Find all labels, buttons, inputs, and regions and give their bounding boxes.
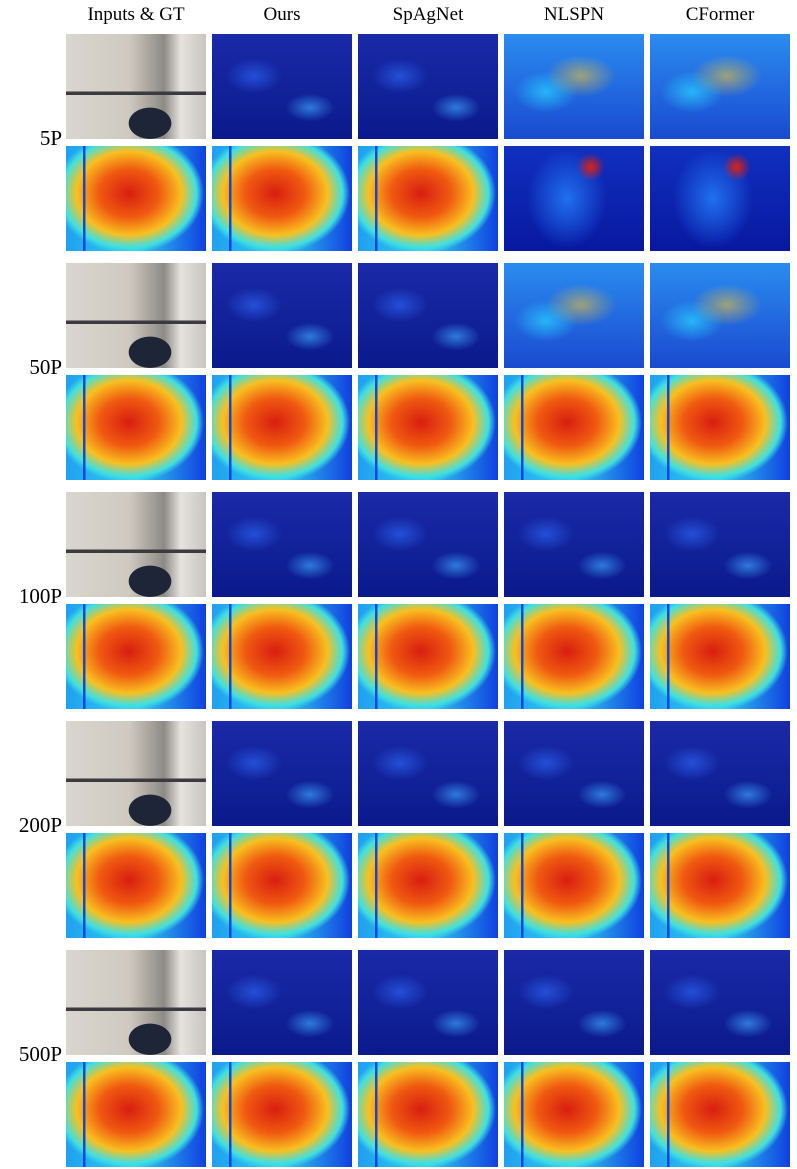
depth-prediction bbox=[212, 1062, 352, 1167]
depth-prediction bbox=[650, 375, 790, 480]
depth-prediction bbox=[212, 375, 352, 480]
ground-truth-depth bbox=[66, 375, 206, 480]
depth-prediction bbox=[650, 833, 790, 938]
input-image bbox=[66, 263, 206, 368]
error-map bbox=[212, 34, 352, 139]
error-map bbox=[504, 492, 644, 597]
error-map bbox=[212, 263, 352, 368]
depth-prediction bbox=[504, 146, 644, 251]
row-label: 500P bbox=[18, 1042, 62, 1066]
error-map bbox=[212, 492, 352, 597]
depth-prediction bbox=[212, 833, 352, 938]
error-map bbox=[358, 721, 498, 826]
depth-prediction bbox=[358, 146, 498, 251]
input-image bbox=[66, 950, 206, 1055]
error-map bbox=[650, 492, 790, 597]
error-map bbox=[504, 950, 644, 1055]
input-image bbox=[66, 492, 206, 597]
depth-prediction bbox=[358, 833, 498, 938]
depth-prediction bbox=[650, 146, 790, 251]
error-map bbox=[504, 263, 644, 368]
ground-truth-depth bbox=[66, 833, 206, 938]
error-map bbox=[650, 721, 790, 826]
column-header: Ours bbox=[263, 4, 301, 25]
error-map bbox=[212, 950, 352, 1055]
depth-prediction bbox=[650, 1062, 790, 1167]
error-map bbox=[358, 950, 498, 1055]
column-header: Inputs & GT bbox=[87, 4, 185, 25]
ground-truth-depth bbox=[66, 1062, 206, 1167]
depth-prediction bbox=[650, 604, 790, 709]
depth-prediction bbox=[504, 375, 644, 480]
depth-prediction bbox=[358, 1062, 498, 1167]
row-label: 50P bbox=[29, 355, 62, 379]
row-label: 200P bbox=[18, 813, 62, 837]
column-header: SpAgNet bbox=[392, 4, 464, 25]
error-map bbox=[650, 34, 790, 139]
error-map bbox=[358, 263, 498, 368]
error-map bbox=[504, 34, 644, 139]
input-image bbox=[66, 34, 206, 139]
row-label: 100P bbox=[18, 584, 62, 608]
error-map bbox=[650, 950, 790, 1055]
depth-prediction bbox=[504, 833, 644, 938]
ground-truth-depth bbox=[66, 146, 206, 251]
input-image bbox=[66, 721, 206, 826]
row-label: 5P bbox=[39, 126, 62, 150]
error-map bbox=[358, 34, 498, 139]
column-header: CFormer bbox=[685, 4, 755, 25]
error-map bbox=[650, 263, 790, 368]
error-map bbox=[504, 721, 644, 826]
error-map bbox=[212, 721, 352, 826]
depth-prediction bbox=[212, 146, 352, 251]
depth-prediction bbox=[504, 604, 644, 709]
column-header: NLSPN bbox=[543, 4, 605, 25]
depth-prediction bbox=[358, 604, 498, 709]
error-map bbox=[358, 492, 498, 597]
depth-prediction bbox=[504, 1062, 644, 1167]
depth-prediction bbox=[358, 375, 498, 480]
ground-truth-depth bbox=[66, 604, 206, 709]
depth-prediction bbox=[212, 604, 352, 709]
